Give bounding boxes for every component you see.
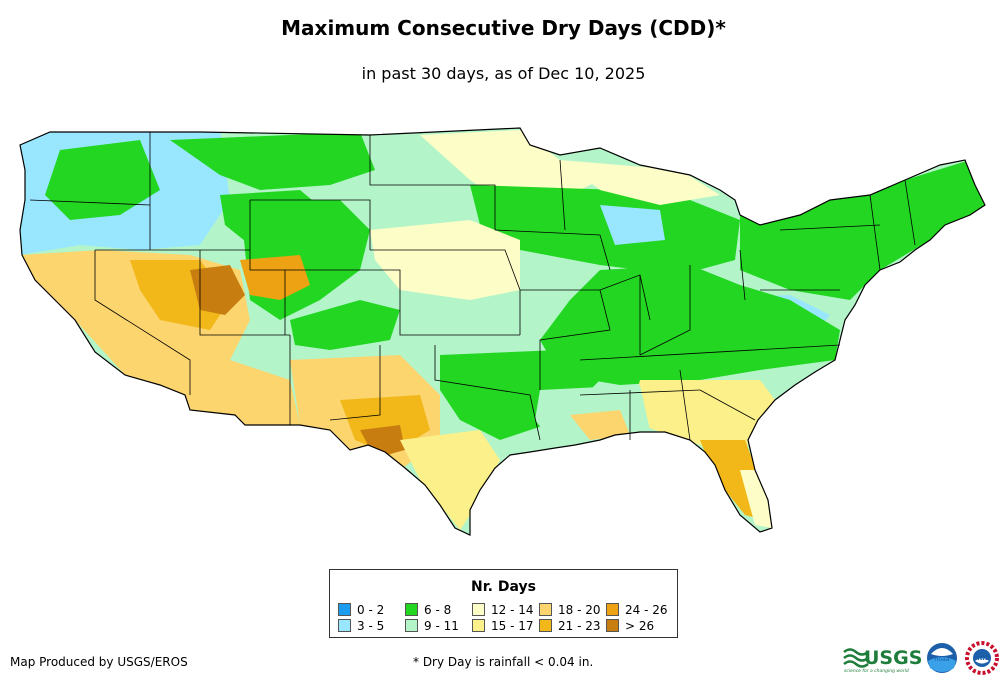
legend-item: 0 - 2 <box>338 603 384 617</box>
legend-swatch <box>405 619 418 632</box>
usgs-logo: USGS science for a changing world <box>843 647 922 674</box>
legend-swatch <box>606 603 619 616</box>
legend-item: 18 - 20 <box>539 603 601 617</box>
legend-item: 9 - 11 <box>405 619 459 633</box>
legend-swatch <box>539 603 552 616</box>
nws-logo: NWS <box>965 641 999 675</box>
noaa-logo: noaa <box>927 643 957 673</box>
legend-label: 9 - 11 <box>424 619 459 633</box>
noaa-wordmark: noaa <box>935 656 950 663</box>
legend-item: 15 - 17 <box>472 619 534 633</box>
legend-swatch <box>539 619 552 632</box>
legend-label: 15 - 17 <box>491 619 534 633</box>
dry-day-note: * Dry Day is rainfall < 0.04 in. <box>413 655 594 669</box>
map-title: Maximum Consecutive Dry Days (CDD)* <box>281 16 726 40</box>
legend-swatch <box>606 619 619 632</box>
legend-item: 21 - 23 <box>539 619 601 633</box>
legend-label: > 26 <box>625 619 655 633</box>
legend-item: 24 - 26 <box>606 603 668 617</box>
state-borders <box>29 132 916 441</box>
legend-label: 6 - 8 <box>424 603 452 617</box>
usgs-wordmark: USGS <box>864 647 922 669</box>
legend-swatch <box>338 619 351 632</box>
legend-label: 24 - 26 <box>625 603 668 617</box>
legend-swatch <box>405 603 418 616</box>
nws-wordmark: NWS <box>975 656 989 662</box>
legend-label: 21 - 23 <box>558 619 601 633</box>
legend-swatch <box>338 603 351 616</box>
map-credit: Map Produced by USGS/EROS <box>10 655 188 669</box>
legend: Nr. Days 0 - 2 3 - 5 6 - 8 9 - 11 12 - 1… <box>329 569 678 638</box>
usgs-tagline: science for a changing world <box>844 668 909 674</box>
legend-swatch <box>472 619 485 632</box>
legend-label: 18 - 20 <box>558 603 601 617</box>
legend-label: 12 - 14 <box>491 603 534 617</box>
legend-label: 3 - 5 <box>357 619 385 633</box>
map-subtitle: in past 30 days, as of Dec 10, 2025 <box>361 64 646 83</box>
us-cdd-map <box>19 127 986 536</box>
legend-item: > 26 <box>606 619 654 633</box>
legend-item: 6 - 8 <box>405 603 451 617</box>
legend-swatch <box>472 603 485 616</box>
legend-title: Nr. Days <box>471 579 536 595</box>
legend-item: 12 - 14 <box>472 603 534 617</box>
legend-item: 3 - 5 <box>338 619 384 633</box>
agency-logos: USGS science for a changing world noaa N… <box>843 641 999 675</box>
legend-label: 0 - 2 <box>357 603 385 617</box>
